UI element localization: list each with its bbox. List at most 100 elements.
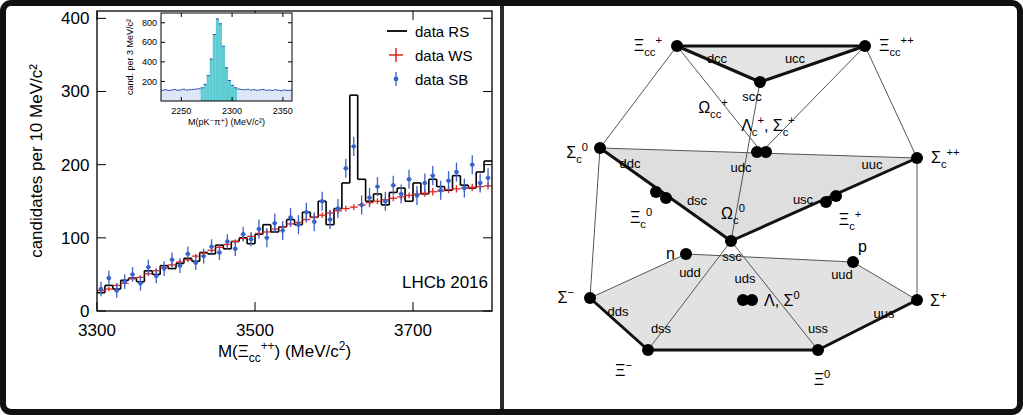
particle-label-part: n bbox=[666, 245, 675, 262]
bar-top bbox=[185, 90, 188, 91]
step-riser bbox=[396, 188, 398, 192]
step-level bbox=[476, 171, 484, 173]
particle-label-part: Σ bbox=[930, 292, 940, 309]
legend-label: data WS bbox=[415, 47, 473, 64]
bar-top bbox=[237, 89, 240, 90]
point-marker bbox=[407, 177, 411, 181]
y-tick bbox=[483, 91, 492, 92]
bar-top bbox=[188, 89, 191, 90]
point-marker bbox=[320, 199, 324, 203]
point-marker bbox=[115, 288, 119, 292]
histogram-bar bbox=[167, 90, 170, 101]
point-marker bbox=[399, 192, 403, 196]
point-marker bbox=[304, 210, 308, 214]
y-tick bbox=[288, 42, 292, 43]
point-marker bbox=[383, 199, 387, 203]
particle-label-part: Ξ bbox=[879, 37, 889, 54]
particle-label-part: − bbox=[567, 286, 574, 298]
step-riser bbox=[120, 280, 122, 289]
histogram-bar bbox=[210, 59, 213, 101]
bar-top bbox=[198, 88, 201, 89]
y-tick bbox=[161, 61, 165, 62]
edge-bold bbox=[677, 45, 865, 48]
y-tick bbox=[288, 81, 292, 82]
particle-label: Σ+ bbox=[930, 289, 946, 309]
plane bbox=[677, 46, 865, 82]
state-dot bbox=[584, 292, 596, 304]
histogram-bar bbox=[188, 90, 191, 101]
y-tick bbox=[97, 311, 106, 312]
step-level bbox=[405, 200, 413, 202]
histogram-bar bbox=[249, 90, 252, 101]
quark-label: scc bbox=[742, 89, 762, 104]
bar-top bbox=[283, 90, 286, 91]
histogram-bar bbox=[207, 76, 210, 101]
point-marker bbox=[217, 250, 221, 254]
histogram-bar bbox=[265, 90, 268, 101]
particle-label-part: + bbox=[940, 289, 947, 301]
point-marker bbox=[336, 206, 340, 210]
particle-label-part: Ξ bbox=[839, 211, 849, 228]
quark-label: ddc bbox=[620, 156, 641, 171]
histogram-bar bbox=[246, 89, 249, 101]
edge bbox=[731, 82, 760, 241]
point-marker bbox=[249, 237, 253, 241]
plot-area bbox=[161, 13, 292, 101]
point-marker bbox=[367, 195, 371, 199]
particle-label-part: Λ, Σ bbox=[764, 292, 794, 309]
bar-top bbox=[280, 90, 283, 91]
x-axis-label: M(Ξcc++) (MeV/c2) bbox=[218, 339, 351, 365]
cross-marker bbox=[105, 288, 113, 289]
quark-label: dcc bbox=[707, 51, 728, 66]
edge-bold bbox=[760, 46, 865, 82]
quark-label: ucc bbox=[785, 51, 806, 66]
edge-bold bbox=[648, 349, 818, 352]
point-marker bbox=[288, 215, 292, 219]
x-tick-label: 2250 bbox=[171, 106, 191, 116]
step-riser bbox=[349, 95, 351, 183]
cross-marker bbox=[421, 193, 429, 194]
step-riser bbox=[341, 183, 343, 209]
particle-label-part: Ξ bbox=[814, 371, 824, 388]
quark-label: dds bbox=[608, 304, 629, 319]
particle-label-part: ++ bbox=[946, 146, 959, 158]
quark-label: dsc bbox=[687, 193, 708, 208]
bar-top bbox=[170, 90, 173, 91]
particle-label: Ξcc+ bbox=[634, 34, 662, 58]
point-marker bbox=[375, 184, 379, 188]
state-dot bbox=[754, 76, 766, 88]
cross-marker bbox=[350, 206, 358, 207]
particle-label: Ωcc+ bbox=[698, 96, 728, 120]
particle-label: Σc0 bbox=[566, 141, 588, 165]
cross-marker bbox=[429, 191, 437, 192]
particle-label-part: + bbox=[788, 114, 795, 126]
particle-label-part: 0 bbox=[824, 368, 830, 380]
particle-label: Σc++ bbox=[931, 146, 960, 170]
legend-label: data SB bbox=[415, 71, 468, 88]
panel-separator bbox=[500, 6, 504, 409]
edge bbox=[590, 148, 600, 298]
quark-label: uud bbox=[831, 267, 853, 282]
particle-label-part: Ξ bbox=[630, 209, 640, 226]
point-marker bbox=[431, 173, 435, 177]
particle-label-part: c bbox=[941, 158, 947, 170]
histogram-bar bbox=[258, 90, 261, 101]
x-tick bbox=[181, 97, 182, 101]
bar-top bbox=[210, 58, 213, 59]
point-marker bbox=[209, 244, 213, 248]
bar-top bbox=[262, 89, 265, 90]
bar-top bbox=[255, 90, 258, 91]
bar-top bbox=[195, 89, 198, 90]
histogram-bar bbox=[252, 90, 255, 101]
point-marker bbox=[194, 261, 198, 265]
x-tick bbox=[232, 13, 233, 17]
particle-label-part: p bbox=[858, 238, 867, 255]
point-marker bbox=[257, 227, 261, 231]
quark-label: udc bbox=[731, 160, 752, 175]
state-dot bbox=[725, 235, 737, 247]
histogram-bar bbox=[195, 89, 198, 101]
y-tick-label: 600 bbox=[142, 37, 157, 47]
histogram-bar bbox=[176, 90, 179, 101]
y-tick bbox=[161, 22, 165, 23]
step-riser bbox=[436, 179, 438, 186]
